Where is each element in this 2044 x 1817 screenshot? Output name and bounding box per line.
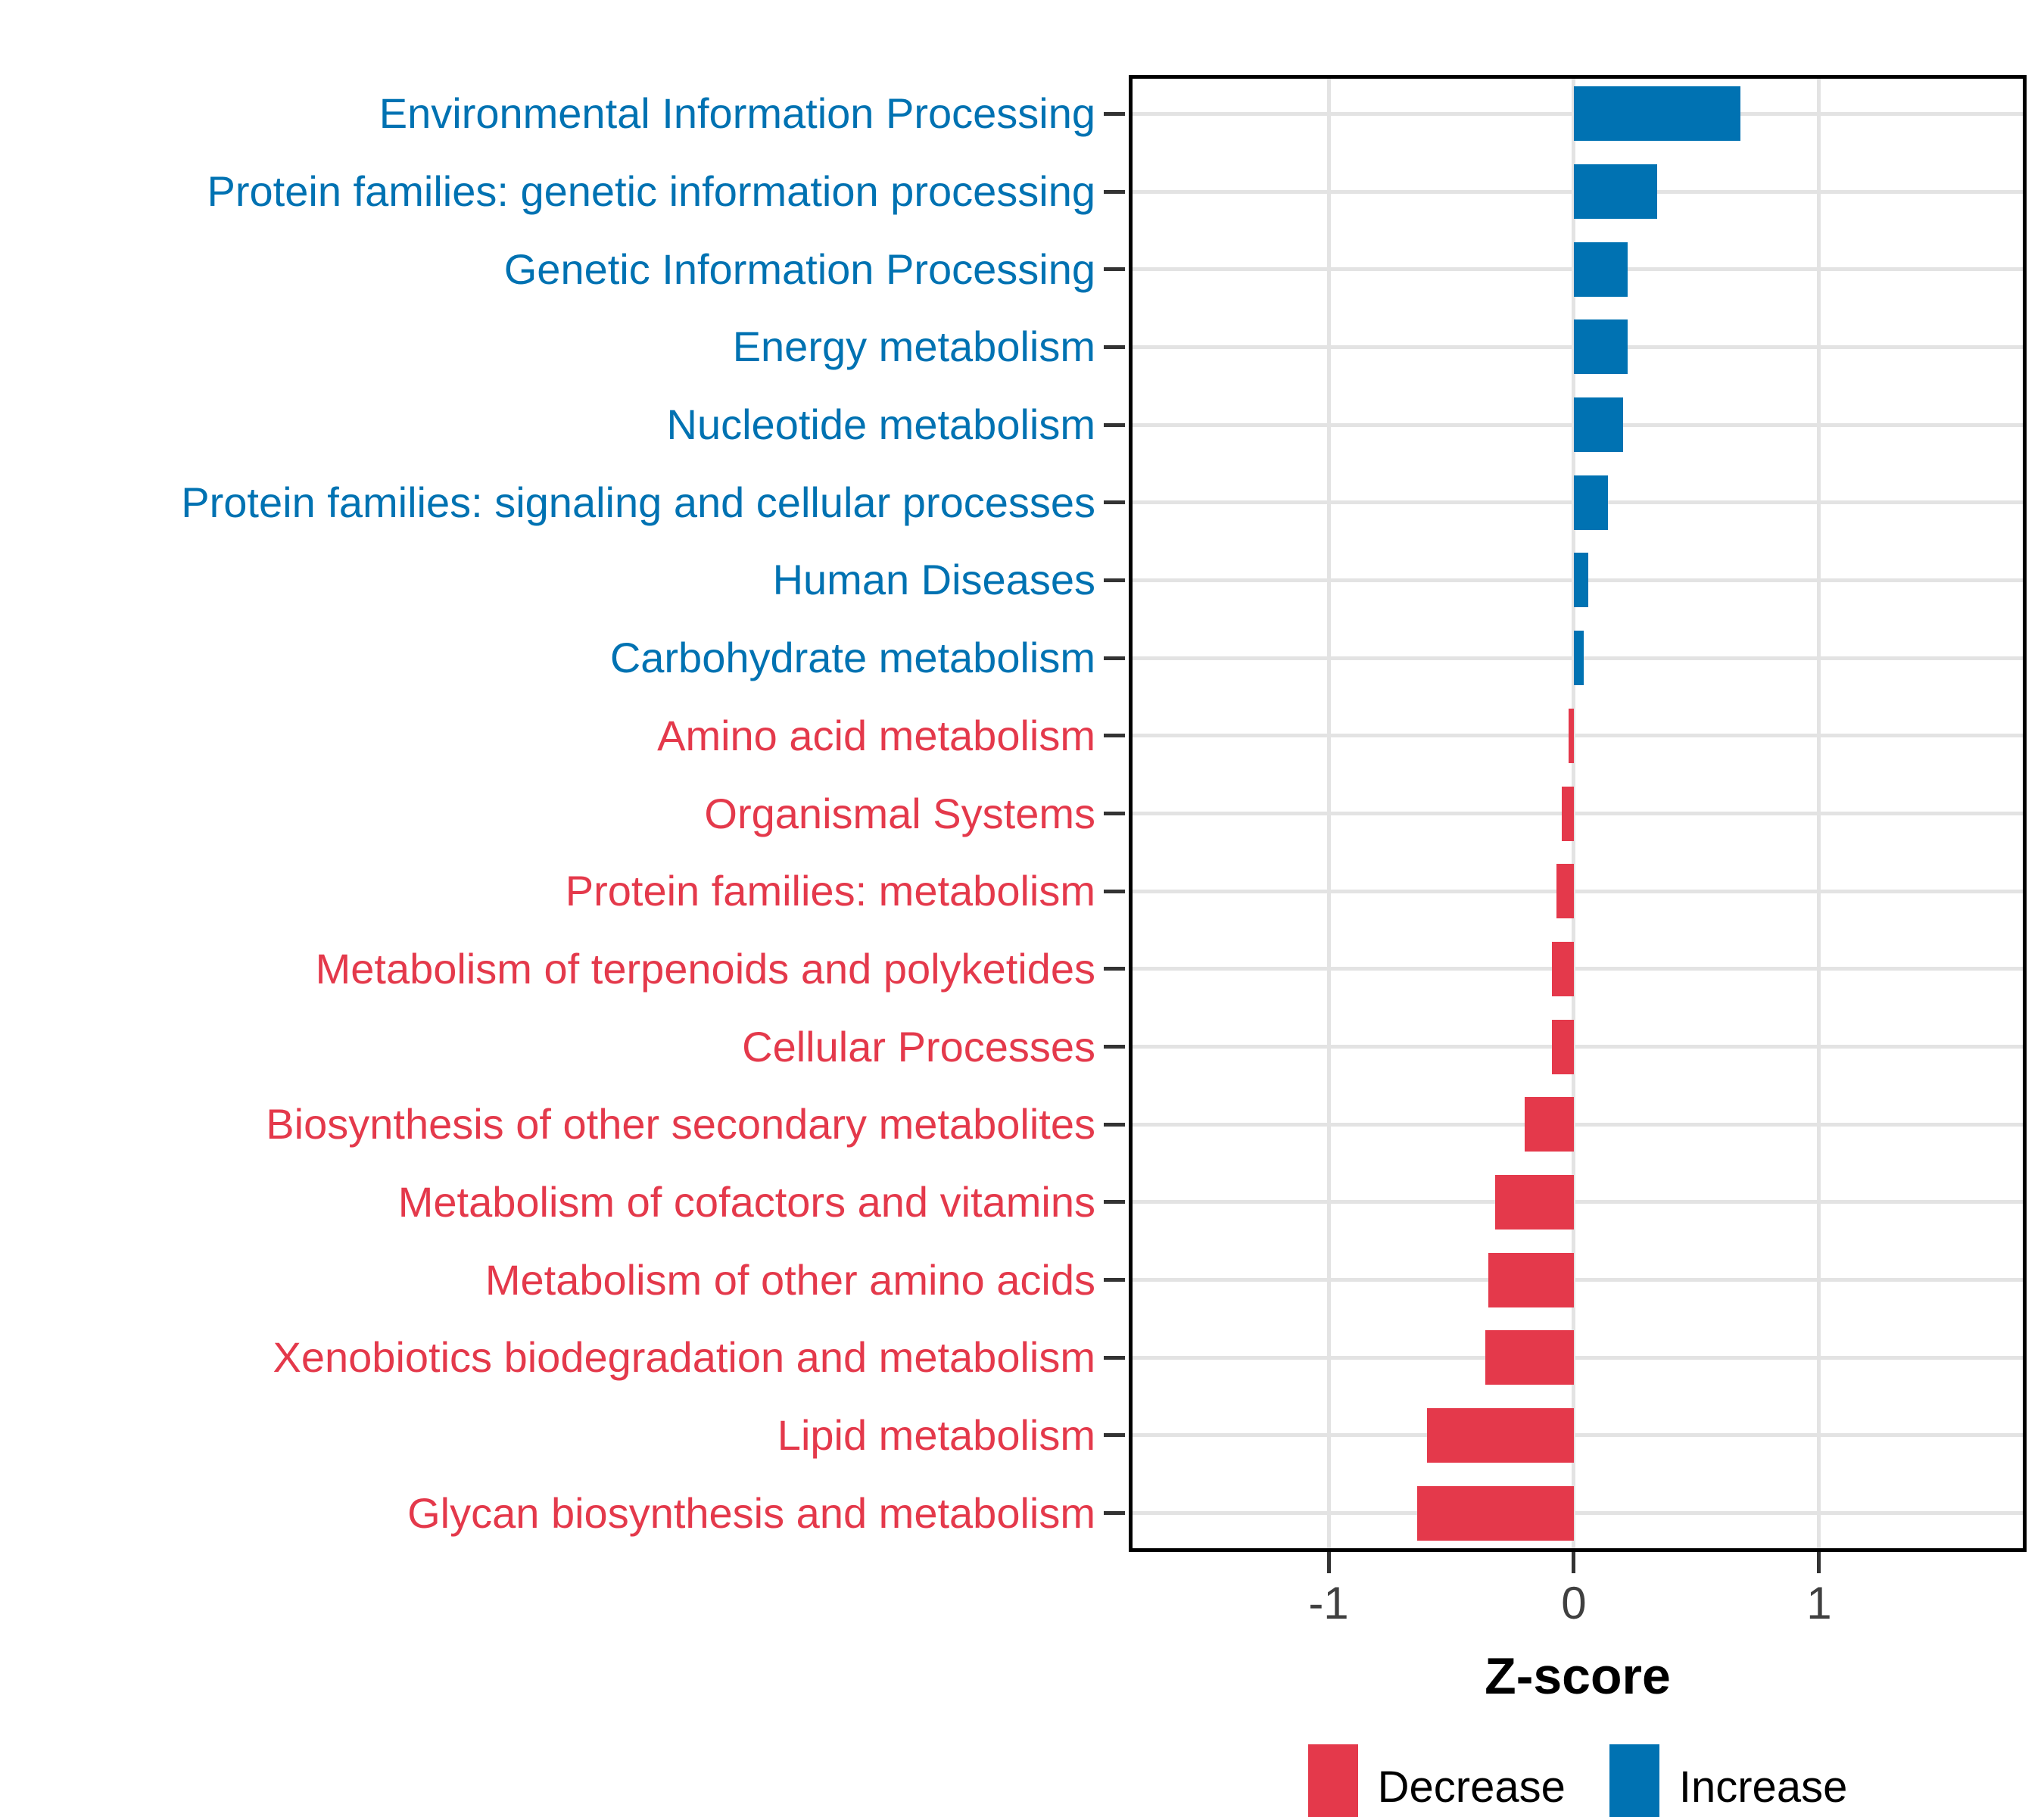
y-axis-label: Amino acid metabolism	[657, 711, 1095, 759]
y-gridline	[1129, 1511, 2027, 1516]
x-tick-mark	[1572, 1552, 1576, 1573]
bar-decrease	[1488, 1252, 1574, 1307]
y-tick-mark	[1104, 734, 1125, 738]
bar-decrease	[1569, 708, 1574, 763]
y-gridline	[1129, 1122, 2027, 1127]
y-gridline	[1129, 1355, 2027, 1360]
y-axis-label: Protein families: signaling and cellular…	[181, 478, 1095, 526]
y-tick-mark	[1104, 500, 1125, 505]
x-axis-title: Z-score	[1485, 1647, 1671, 1705]
y-tick-mark	[1104, 889, 1125, 893]
bar-increase	[1573, 164, 1658, 220]
y-axis-label: Organismal Systems	[704, 789, 1095, 837]
x-tick-label: 1	[1806, 1578, 1832, 1628]
y-tick-mark	[1104, 967, 1125, 971]
y-tick-mark	[1104, 1278, 1125, 1282]
x-tick-label: 0	[1561, 1578, 1587, 1628]
y-tick-mark	[1104, 1511, 1125, 1516]
y-tick-mark	[1104, 422, 1125, 427]
bar-increase	[1573, 631, 1584, 686]
y-tick-mark	[1104, 578, 1125, 582]
y-axis-label: Genetic Information Processing	[503, 245, 1095, 293]
legend-item-increase: Increase	[1609, 1744, 1847, 1817]
bar-increase	[1573, 553, 1589, 608]
legend-item-decrease: Decrease	[1307, 1744, 1566, 1817]
y-tick-mark	[1104, 344, 1125, 349]
y-tick-mark	[1104, 1433, 1125, 1438]
y-gridline	[1129, 1200, 2027, 1205]
bar-increase	[1573, 397, 1623, 453]
y-tick-mark	[1104, 1355, 1125, 1360]
y-gridline	[1129, 967, 2027, 971]
y-gridline	[1129, 1045, 2027, 1049]
y-tick-mark	[1104, 1045, 1125, 1049]
y-tick-mark	[1104, 189, 1125, 194]
y-tick-mark	[1104, 656, 1125, 660]
y-axis-label: Biosynthesis of other secondary metaboli…	[266, 1100, 1095, 1148]
x-tick-mark	[1326, 1552, 1331, 1573]
bar-decrease	[1426, 1407, 1574, 1463]
bar-decrease	[1485, 1330, 1574, 1385]
y-axis-label: Glycan biosynthesis and metabolism	[407, 1488, 1095, 1537]
y-tick-mark	[1104, 1200, 1125, 1205]
bar-decrease	[1525, 1097, 1574, 1152]
y-gridline	[1129, 734, 2027, 738]
y-axis-label: Cellular Processes	[742, 1022, 1095, 1071]
bar-decrease	[1495, 1174, 1574, 1230]
legend-swatch-increase	[1609, 1744, 1659, 1817]
y-tick-mark	[1104, 267, 1125, 272]
legend: Decrease Increase	[972, 1738, 2044, 1817]
y-gridline	[1129, 812, 2027, 815]
x-tick-mark	[1817, 1552, 1821, 1573]
y-gridline	[1129, 1433, 2027, 1438]
y-axis-label: Environmental Information Processing	[379, 89, 1095, 138]
y-gridline	[1129, 889, 2027, 893]
bar-increase	[1573, 319, 1628, 375]
y-axis-label: Protein families: metabolism	[565, 867, 1095, 915]
bar-decrease	[1556, 864, 1574, 919]
y-gridline	[1129, 1278, 2027, 1282]
legend-label: Decrease	[1377, 1762, 1566, 1812]
legend-swatch-decrease	[1307, 1744, 1358, 1817]
bar-decrease	[1561, 786, 1574, 841]
y-axis-label: Lipid metabolism	[777, 1410, 1095, 1459]
bar-increase	[1573, 475, 1609, 530]
y-tick-mark	[1104, 111, 1125, 116]
y-axis-label: Nucleotide metabolism	[666, 400, 1095, 449]
bar-decrease	[1551, 1019, 1574, 1074]
y-axis-label: Metabolism of terpenoids and polyketides	[315, 944, 1095, 993]
x-tick-label: -1	[1308, 1578, 1349, 1628]
y-axis-label: Protein families: genetic information pr…	[207, 167, 1095, 216]
y-axis-label: Metabolism of cofactors and vitamins	[397, 1177, 1095, 1226]
y-axis-label: Metabolism of other amino acids	[485, 1255, 1095, 1304]
y-axis-label: Energy metabolism	[732, 323, 1095, 371]
y-axis-label: Human Diseases	[772, 556, 1095, 604]
bar-decrease	[1416, 1485, 1574, 1541]
legend-label: Increase	[1678, 1762, 1848, 1812]
y-axis-label: Carbohydrate metabolism	[609, 634, 1095, 682]
y-axis-label: Xenobiotics biodegradation and metabolis…	[273, 1333, 1095, 1382]
bar-increase	[1573, 242, 1628, 297]
y-tick-mark	[1104, 1122, 1125, 1127]
bar-decrease	[1551, 941, 1574, 996]
bar-increase	[1573, 86, 1741, 142]
y-tick-mark	[1104, 812, 1125, 815]
